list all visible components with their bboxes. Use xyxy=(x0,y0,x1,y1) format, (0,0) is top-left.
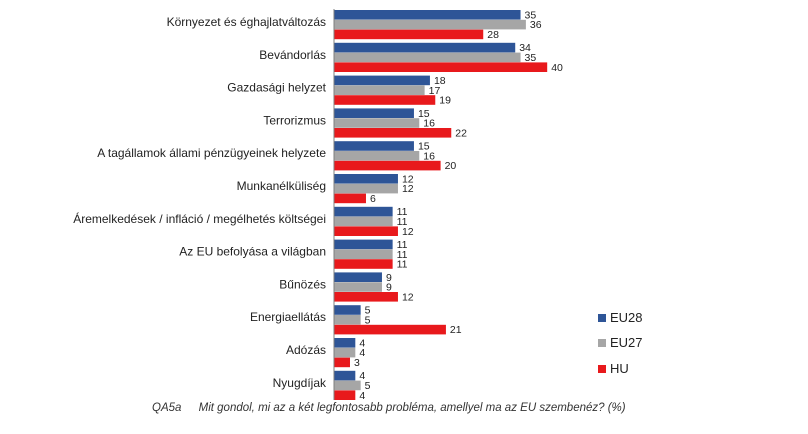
labels-group: Környezet és éghajlatváltozás 353628Beván… xyxy=(73,9,563,400)
category-label-cat-10: Energiaellátás xyxy=(250,310,326,324)
value-label-hu-cat-7: 12 xyxy=(402,226,414,238)
category-label-cat-4: Terrorizmus xyxy=(263,113,326,127)
category-label-cat-8: Az EU befolyása a világban xyxy=(179,245,326,259)
bars-group xyxy=(334,10,548,400)
legend-swatch-hu xyxy=(598,365,606,373)
legend-label-eu28: EU28 xyxy=(610,310,643,325)
value-label-hu-cat-3: 19 xyxy=(439,95,451,107)
bar-eu27-cat-1 xyxy=(334,19,526,30)
value-label-eu27-cat-8: 11 xyxy=(397,249,408,261)
bar-hu-cat-4 xyxy=(334,128,452,138)
bar-hu-cat-9 xyxy=(334,292,398,302)
value-label-eu27-cat-4: 16 xyxy=(423,118,435,130)
bar-hu-cat-3 xyxy=(334,95,436,105)
value-label-eu28-cat-4: 15 xyxy=(418,108,430,120)
bar-hu-cat-2 xyxy=(334,62,548,72)
legend-label-eu27: EU27 xyxy=(610,335,643,350)
value-label-eu28-cat-2: 34 xyxy=(519,42,531,54)
value-label-eu28-cat-1: 35 xyxy=(525,9,537,21)
bar-eu27-cat-5 xyxy=(334,151,420,161)
bar-eu28-cat-9 xyxy=(334,272,382,282)
bar-eu28-cat-1 xyxy=(334,10,521,20)
bar-eu28-cat-4 xyxy=(334,108,414,118)
category-label-cat-11: Adózás xyxy=(286,343,326,357)
value-label-eu27-cat-12: 5 xyxy=(365,380,371,392)
bar-hu-cat-7 xyxy=(334,226,398,236)
bar-eu27-cat-6 xyxy=(334,183,398,194)
value-label-hu-cat-4: 22 xyxy=(455,127,467,139)
value-label-eu28-cat-3: 18 xyxy=(434,75,446,87)
bar-hu-cat-5 xyxy=(334,160,441,171)
category-label-cat-7: Áremelkedések / infláció / megélhetés kö… xyxy=(73,211,326,226)
bar-eu27-cat-11 xyxy=(334,347,356,358)
legend: EU28 EU27 HU xyxy=(598,310,643,376)
value-label-eu28-cat-6: 12 xyxy=(402,173,414,185)
value-label-eu27-cat-9: 9 xyxy=(386,282,392,294)
bar-hu-cat-11 xyxy=(334,357,350,368)
value-label-eu28-cat-9: 9 xyxy=(386,272,392,284)
footnote: QA5a Mit gondol, mi az a két legfontosab… xyxy=(152,402,626,414)
value-label-hu-cat-8: 11 xyxy=(397,259,408,271)
legend-label-hu: HU xyxy=(610,361,629,376)
category-label-cat-1: Környezet és éghajlatváltozás xyxy=(167,15,326,29)
category-label-cat-6: Munkanélküliség xyxy=(237,179,326,193)
value-label-eu28-cat-12: 4 xyxy=(359,370,365,382)
category-label-cat-9: Bűnözés xyxy=(279,277,326,291)
bar-eu28-cat-6 xyxy=(334,174,398,184)
bar-eu28-cat-2 xyxy=(334,42,516,53)
bar-eu28-cat-3 xyxy=(334,75,430,86)
bar-eu28-cat-11 xyxy=(334,338,356,348)
footnote-code: QA5a xyxy=(152,402,182,414)
value-label-eu28-cat-8: 11 xyxy=(397,239,408,251)
bar-eu27-cat-8 xyxy=(334,249,393,259)
bar-eu27-cat-2 xyxy=(334,52,521,63)
value-label-eu28-cat-11: 4 xyxy=(359,337,365,349)
category-label-cat-2: Bevándorlás xyxy=(259,48,326,62)
bar-eu28-cat-7 xyxy=(334,206,393,217)
bar-hu-cat-6 xyxy=(334,193,366,204)
bar-eu27-cat-12 xyxy=(334,380,361,391)
value-label-hu-cat-5: 20 xyxy=(445,160,457,172)
value-label-eu27-cat-6: 12 xyxy=(402,183,414,195)
bar-eu28-cat-5 xyxy=(334,141,414,151)
value-label-eu27-cat-7: 11 xyxy=(397,216,408,228)
value-label-eu28-cat-5: 15 xyxy=(418,141,430,153)
value-label-hu-cat-6: 6 xyxy=(370,193,376,205)
bar-eu28-cat-8 xyxy=(334,239,393,250)
value-label-eu27-cat-2: 35 xyxy=(525,52,537,64)
category-label-cat-5: A tagállamok állami pénzügyeinek helyzet… xyxy=(97,146,326,160)
value-label-eu27-cat-5: 16 xyxy=(423,150,435,162)
bar-eu28-cat-10 xyxy=(334,305,361,315)
value-label-eu27-cat-10: 5 xyxy=(365,314,371,326)
value-label-hu-cat-12: 4 xyxy=(359,390,365,400)
value-label-hu-cat-9: 12 xyxy=(402,291,414,303)
category-label-cat-12: Nyugdíjak xyxy=(273,376,327,390)
bar-hu-cat-8 xyxy=(334,259,393,269)
legend-swatch-eu28 xyxy=(598,314,606,322)
footnote-question: Mit gondol, mi az a két legfontosabb pro… xyxy=(198,402,626,414)
value-label-eu27-cat-3: 17 xyxy=(429,85,441,97)
legend-swatch-eu27 xyxy=(598,339,606,347)
bar-eu27-cat-10 xyxy=(334,315,361,325)
bar-hu-cat-10 xyxy=(334,324,446,335)
value-label-eu27-cat-11: 4 xyxy=(359,347,365,359)
value-label-eu28-cat-7: 11 xyxy=(397,206,408,218)
bar-eu27-cat-4 xyxy=(334,118,420,128)
bar-eu27-cat-7 xyxy=(334,216,393,227)
value-label-eu27-cat-1: 36 xyxy=(530,19,542,31)
value-label-hu-cat-2: 40 xyxy=(551,62,563,74)
category-label-cat-3: Gazdasági helyzet xyxy=(227,81,326,95)
bar-eu27-cat-9 xyxy=(334,282,382,292)
value-label-hu-cat-1: 28 xyxy=(487,29,499,41)
value-label-hu-cat-11: 3 xyxy=(354,357,360,369)
bar-eu28-cat-12 xyxy=(334,370,356,381)
value-label-hu-cat-10: 21 xyxy=(450,324,462,336)
chart: Környezet és éghajlatváltozás 353628Beván… xyxy=(73,9,643,400)
value-label-eu28-cat-10: 5 xyxy=(365,305,371,317)
bar-eu27-cat-3 xyxy=(334,85,425,95)
bar-hu-cat-12 xyxy=(334,390,356,400)
bar-hu-cat-1 xyxy=(334,29,484,40)
